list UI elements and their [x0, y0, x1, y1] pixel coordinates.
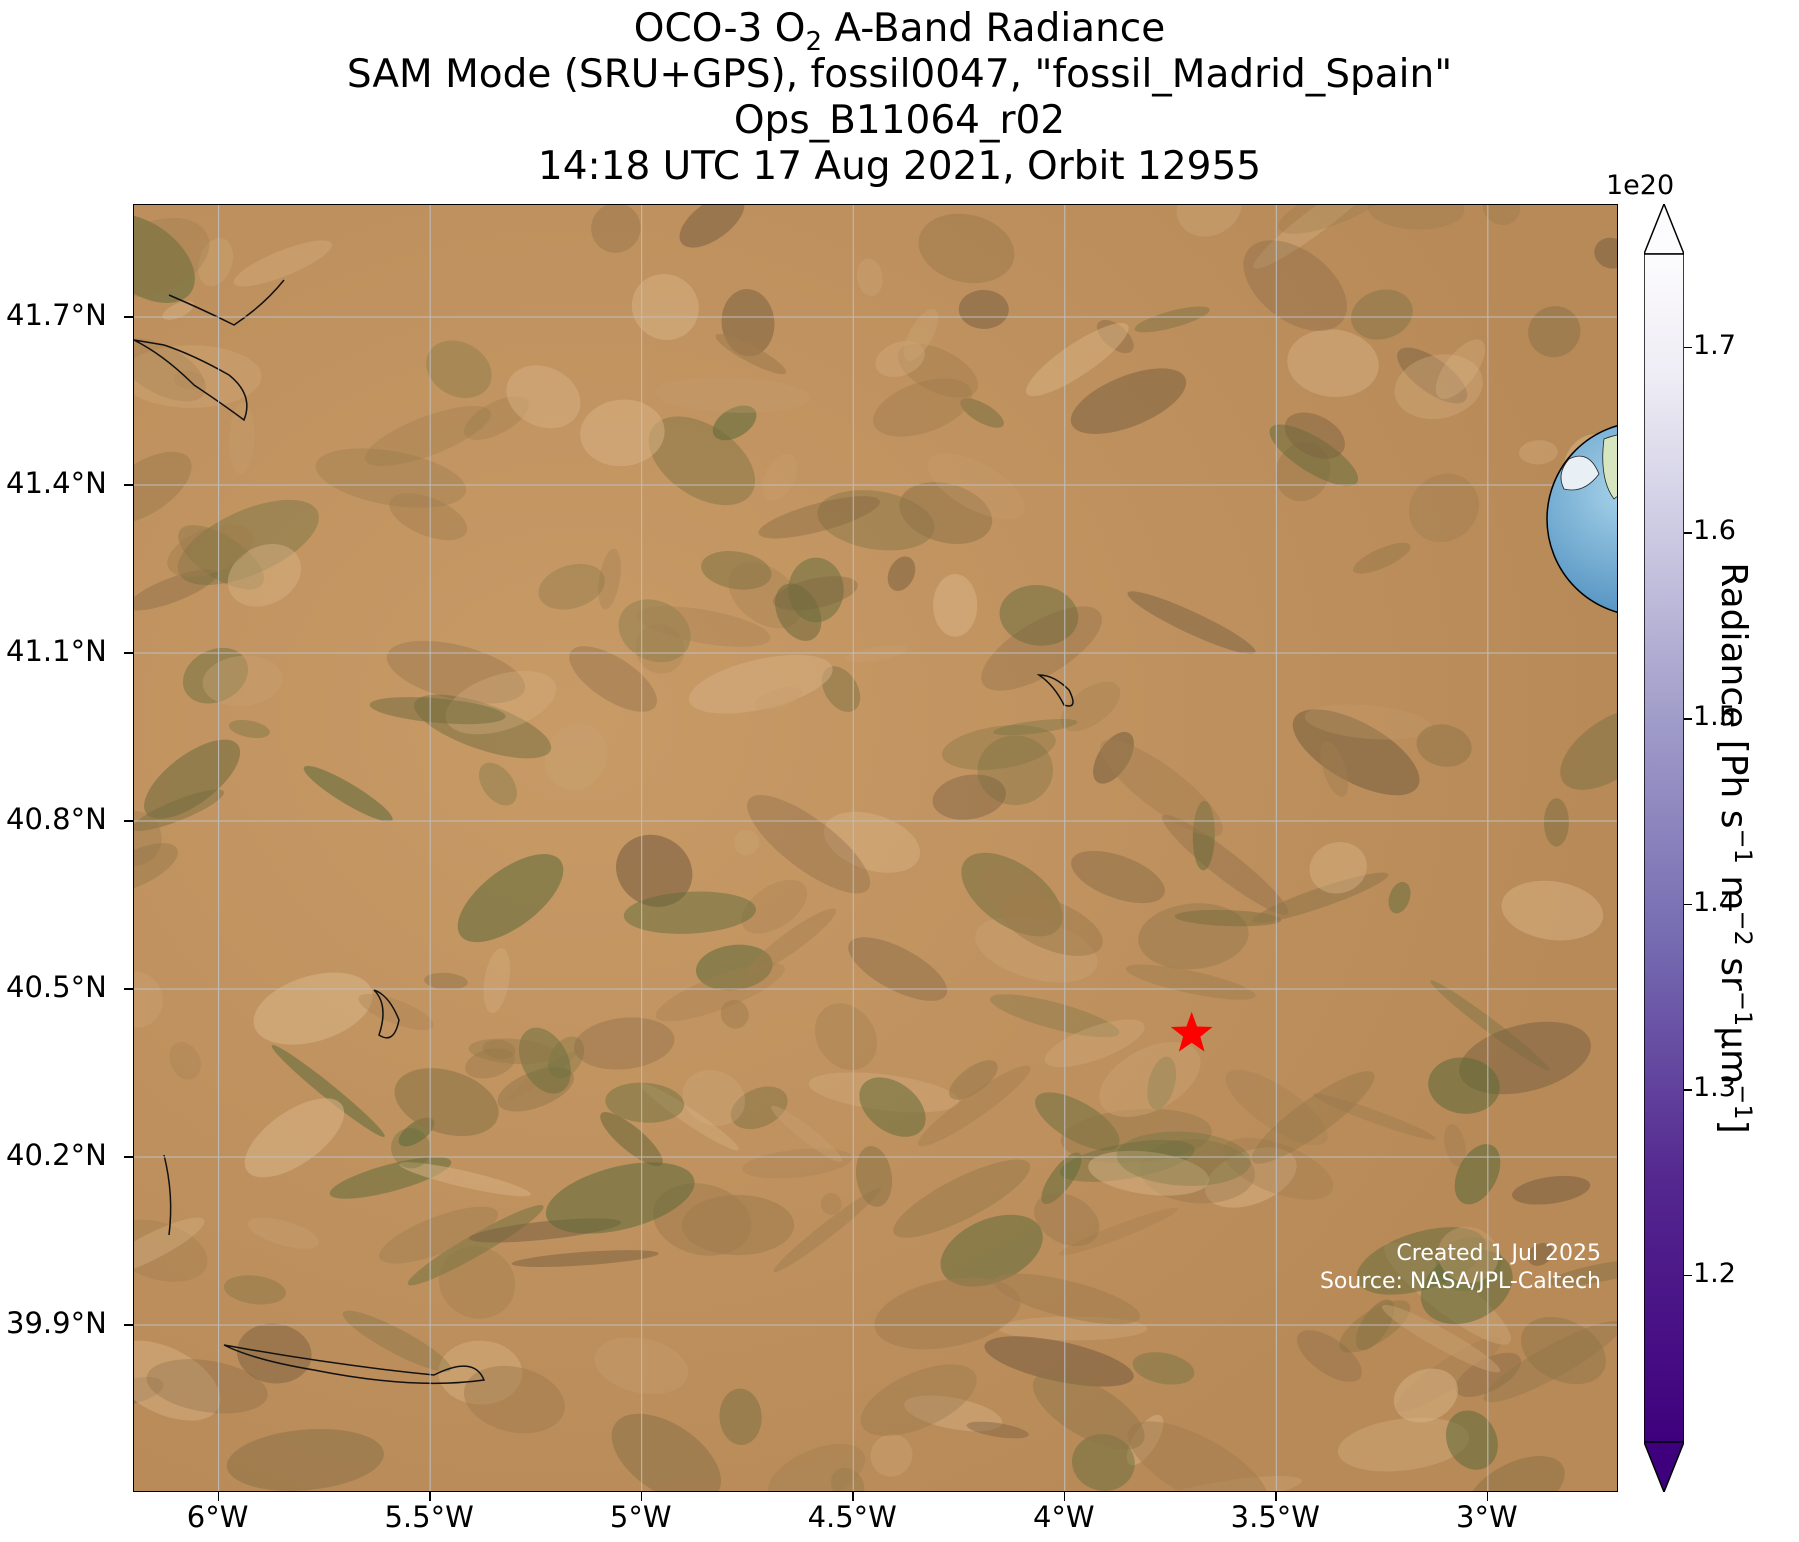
- colorbar: [1644, 204, 1684, 1492]
- colorbar-tick-mark: [1684, 532, 1692, 534]
- lon-tick-label: 5°W: [609, 1500, 672, 1534]
- colorbar-tick-label: 1.6: [1693, 515, 1736, 547]
- colorbar-tick-label: 1.5: [1693, 701, 1736, 733]
- colorbar-gradient: [1644, 253, 1684, 1443]
- lat-tick-label: 41.4°N: [6, 466, 107, 500]
- target-star: [1170, 1011, 1213, 1052]
- colorbar-tick-mark: [1684, 346, 1692, 349]
- target-star-marker: [1170, 1011, 1213, 1052]
- colorbar-tick-label: 1.7: [1693, 329, 1736, 361]
- title-line-2: SAM Mode (SRU+GPS), fossil0047, "fossil_…: [346, 52, 1453, 97]
- lon-tick-mark: [640, 1492, 643, 1501]
- colorbar-extend-bottom: [1644, 1441, 1684, 1492]
- title-line-3: Ops_B11064_r02: [733, 98, 1066, 143]
- lon-tick-mark: [217, 1492, 220, 1501]
- lon-tick-label: 4.5°W: [807, 1500, 897, 1534]
- map-canvas: [134, 205, 1617, 1491]
- lat-tick-label: 40.2°N: [6, 1138, 107, 1172]
- colorbar-tick-mark: [1684, 1089, 1692, 1091]
- inset-globe: [1546, 425, 1617, 613]
- terrain-background: [134, 205, 1617, 1491]
- colorbar-exponent: 1e20: [1606, 170, 1675, 201]
- gridlines: [134, 205, 1617, 1491]
- lat-tick-mark: [124, 484, 133, 486]
- lon-tick-label: 6°W: [186, 1500, 249, 1534]
- lat-tick-label: 41.1°N: [6, 634, 107, 668]
- title-line-1: OCO-3 O2 A-Band Radiance: [633, 6, 1166, 57]
- lat-tick-mark: [124, 1156, 133, 1158]
- lat-tick-label: 40.8°N: [6, 802, 107, 836]
- lon-tick-label: 3°W: [1456, 1500, 1518, 1534]
- lat-tick-mark: [124, 1324, 133, 1326]
- lon-tick-mark: [1063, 1492, 1066, 1501]
- lat-tick-mark: [124, 652, 133, 654]
- map-panel: Created 1 Jul 2025 Source: NASA/JPL-Calt…: [133, 204, 1618, 1492]
- lon-tick-mark: [429, 1492, 431, 1501]
- lat-tick-mark: [124, 820, 133, 822]
- water-body-outlines: [134, 279, 1074, 1385]
- lon-tick-label: 5.5°W: [384, 1500, 474, 1534]
- lat-tick-mark: [124, 316, 133, 318]
- colorbar-tick-label: 1.2: [1693, 1257, 1736, 1289]
- lon-tick-label: 4°W: [1032, 1500, 1095, 1534]
- title-line-4: 14:18 UTC 17 Aug 2021, Orbit 12955: [537, 144, 1262, 189]
- lon-tick-mark: [1275, 1492, 1277, 1501]
- lat-tick-label: 41.7°N: [6, 298, 107, 332]
- colorbar-tick-label: 1.4: [1693, 886, 1736, 918]
- lon-tick-label: 3.5°W: [1230, 1500, 1320, 1534]
- credit-created: Created 1 Jul 2025: [1396, 1241, 1601, 1266]
- colorbar-tick-mark: [1684, 903, 1692, 906]
- colorbar-tick-mark: [1684, 718, 1692, 720]
- lat-tick-label: 39.9°N: [6, 1306, 107, 1340]
- lon-tick-mark: [1486, 1492, 1489, 1501]
- lat-tick-label: 40.5°N: [6, 970, 107, 1004]
- terrain-texture: [134, 205, 1617, 1491]
- lat-tick-mark: [124, 988, 133, 990]
- colorbar-tick-label: 1.3: [1693, 1072, 1736, 1104]
- colorbar-label: Radiance [Ph s−1 m−2 sr−1μm−1]: [1713, 562, 1757, 1134]
- colorbar-tick-mark: [1684, 1274, 1692, 1277]
- colorbar-extend-top: [1644, 204, 1684, 255]
- lon-tick-mark: [852, 1492, 854, 1501]
- credit-source: Source: NASA/JPL-Caltech: [1319, 1269, 1601, 1294]
